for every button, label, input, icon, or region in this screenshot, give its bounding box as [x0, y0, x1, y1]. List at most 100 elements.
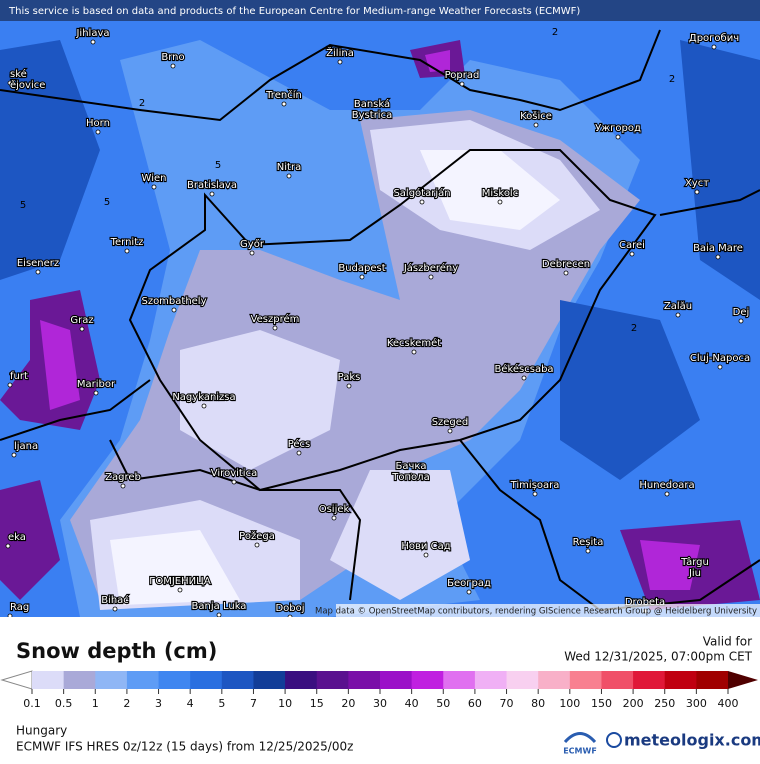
place-dot: [359, 274, 365, 280]
place-label: Târgu Jiu: [680, 556, 709, 579]
place-dot: [629, 251, 635, 257]
place-label: Дрогобич: [689, 33, 739, 44]
colorbar-swatch: [285, 671, 318, 689]
place-dot: [281, 101, 287, 107]
place-label: Pécs: [288, 438, 311, 450]
place-label: Jihlava: [75, 28, 109, 39]
colorbar-swatch: [696, 671, 729, 689]
attribution-bar: [0, 0, 760, 21]
place-label: Szombathely: [141, 296, 206, 307]
place-dot: [675, 312, 681, 318]
place-dot: [447, 428, 453, 434]
brand-logo: [606, 732, 622, 748]
place-label: Rag: [10, 602, 29, 613]
colorbar-swatch: [569, 671, 602, 689]
place-label: Virovitica: [211, 468, 257, 479]
place-dot: [11, 452, 17, 458]
place-dot: [419, 199, 425, 205]
place-label: Bratislava: [187, 180, 237, 191]
place-label: Zagreb: [105, 472, 141, 483]
place-label: Београд: [447, 578, 491, 589]
place-label: Kecskemét: [387, 337, 441, 349]
place-label: Eisenerz: [17, 258, 59, 269]
colorbar-over: [728, 671, 758, 689]
place-label: furt: [10, 371, 28, 382]
place-dot: [717, 364, 723, 370]
place-dot: [95, 129, 101, 135]
place-label: Бачка Топола: [391, 461, 429, 483]
colorbar-swatch: [126, 671, 160, 689]
place-dot: [120, 483, 126, 489]
place-dot: [428, 274, 434, 280]
place-dot: [5, 543, 11, 549]
place-label: Banja Luka: [192, 601, 247, 612]
place-label: Nagykanizsa: [172, 392, 235, 403]
place-dot: [563, 270, 569, 276]
contour-label: 2: [669, 74, 675, 85]
place-dot: [346, 383, 352, 389]
place-dot: [738, 318, 744, 324]
colorbar-tick-label: 200: [623, 697, 644, 710]
attribution: This service is based on data and produc…: [8, 6, 580, 17]
colorbar-tick-label: 10: [278, 697, 292, 710]
colorbar-swatch: [158, 671, 191, 689]
colorbar-tick-label: 4: [187, 697, 194, 710]
colorbar-tick-label: 50: [436, 697, 450, 710]
place-dot: [171, 307, 177, 313]
place-label: Baia Mare: [693, 243, 743, 254]
colorbar-tick-label: 250: [654, 697, 675, 710]
place-dot: [369, 110, 375, 116]
place-label: Győr: [240, 238, 265, 250]
place-label: Bihać: [101, 594, 129, 606]
colorbar-swatch: [538, 671, 571, 689]
place-label: Banská Bystrica: [352, 98, 392, 121]
place-label: Osijek: [319, 504, 350, 515]
place-dot: [112, 606, 118, 612]
place-label: Reșita: [573, 537, 604, 548]
place-dot: [93, 390, 99, 396]
place-dot: [615, 134, 621, 140]
place-dot: [411, 349, 417, 355]
valid-label: Valid for: [703, 635, 752, 649]
colorbar-tick-label: 40: [405, 697, 419, 710]
colorbar-tick-label: 20: [341, 697, 355, 710]
place-label: ské ějovice: [10, 68, 45, 91]
place-label: Žilina: [326, 46, 354, 59]
place-dot: [664, 491, 670, 497]
place-label: Carei: [619, 240, 645, 251]
colorbar-tick-label: 7: [250, 697, 257, 710]
colorbar-swatch: [411, 671, 444, 689]
place-label: Brno: [161, 52, 184, 63]
colorbar-tick-label: 400: [718, 697, 739, 710]
colorbar-tick-label: 5: [218, 697, 225, 710]
place-dot: [337, 59, 343, 65]
place-dot: [216, 612, 222, 618]
colorbar-swatch: [633, 671, 666, 689]
place-dot: [177, 587, 183, 593]
place-label: Хуст: [685, 178, 709, 189]
place-label: eka: [8, 532, 26, 543]
place-label: Maribor: [77, 379, 116, 390]
valid-time: Wed 12/31/2025, 07:00pm CET: [564, 650, 752, 664]
place-label: Horn: [86, 118, 110, 129]
place-dot: [249, 250, 255, 256]
place-label: Dej: [733, 307, 750, 318]
place-dot: [79, 326, 85, 332]
colorbar-swatch: [63, 671, 96, 689]
map-credit: Map data © OpenStreetMap contributors, r…: [315, 607, 757, 617]
colorbar-swatch: [474, 671, 508, 689]
place-dot: [272, 325, 278, 331]
ecmwf-logo: [563, 732, 597, 744]
place-dot: [466, 589, 472, 595]
place-dot: [497, 199, 503, 205]
colorbar-swatch: [316, 671, 349, 689]
place-label: Miskolc: [482, 188, 518, 199]
place-dot: [124, 248, 130, 254]
place-dot: [296, 450, 302, 456]
place-label: Нови Сад: [401, 541, 450, 552]
contour-label: 5: [104, 197, 110, 208]
place-label: Timișoara: [510, 480, 560, 491]
credit-bar: [336, 604, 760, 617]
colorbar-swatch: [221, 671, 254, 689]
